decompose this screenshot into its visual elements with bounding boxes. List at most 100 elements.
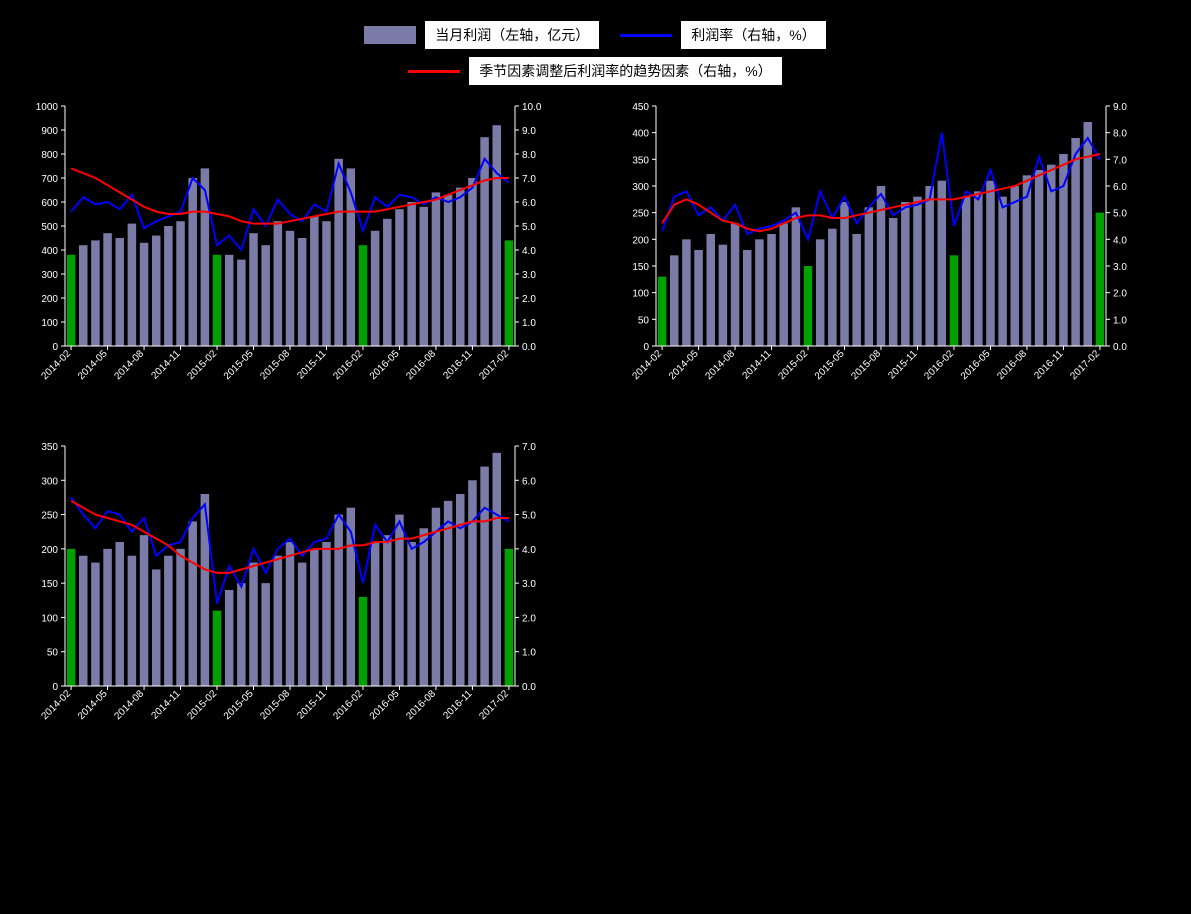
xtick-label: 2014-08: [112, 688, 146, 722]
bar: [432, 192, 441, 346]
xtick-label: 2015-02: [185, 348, 219, 382]
line-red: [71, 168, 509, 223]
xtick-label: 2016-08: [995, 348, 1029, 382]
ytick-right: 0.0: [1113, 342, 1127, 353]
xtick-label: 2014-11: [149, 348, 183, 382]
legend-item-line2: 季节因素调整后利润率的趋势因素（右轴，%）: [408, 56, 782, 86]
bar: [468, 480, 477, 686]
bar: [188, 521, 197, 686]
ytick-right: 6.0: [522, 476, 536, 487]
bar: [1059, 154, 1068, 346]
xtick-label: 2016-11: [1032, 348, 1066, 382]
xtick-label: 2014-02: [630, 348, 664, 382]
bar: [115, 542, 124, 686]
ytick-right: 9.0: [522, 126, 536, 137]
bar: [286, 542, 295, 686]
bar: [493, 453, 502, 686]
xtick-label: 2015-11: [295, 348, 329, 382]
ytick-right: 2.0: [1113, 289, 1127, 300]
xtick-label: 2014-11: [740, 348, 774, 382]
xtick-label: 2014-08: [112, 348, 146, 382]
bar: [152, 236, 161, 346]
bar: [791, 207, 800, 346]
ytick-left: 0: [52, 682, 58, 693]
ytick-right: 9.0: [1113, 102, 1127, 113]
chart-cell: 010020030040050060070080090010000.01.02.…: [20, 96, 581, 416]
ytick-left: 350: [632, 155, 649, 166]
ytick-left: 900: [41, 126, 58, 137]
bar: [334, 159, 343, 346]
ytick-right: 4.0: [522, 545, 536, 556]
ytick-right: 3.0: [522, 579, 536, 590]
xtick-label: 2016-05: [368, 688, 402, 722]
bar: [140, 243, 149, 346]
bar: [79, 245, 88, 346]
bar: [1034, 170, 1043, 346]
xtick-label: 2014-08: [703, 348, 737, 382]
bar: [371, 231, 380, 346]
bar: [480, 467, 489, 686]
ytick-right: 7.0: [1113, 155, 1127, 166]
bar: [888, 218, 897, 346]
bar: [188, 178, 197, 346]
bar: [456, 188, 465, 346]
ytick-right: 2.0: [522, 613, 536, 624]
ytick-left: 200: [41, 545, 58, 556]
ytick-right: 5.0: [522, 222, 536, 233]
legend-item-bar: 当月利润（左轴，亿元）: [364, 20, 600, 50]
ytick-right: 5.0: [522, 511, 536, 522]
bar: [779, 223, 788, 346]
bar: [152, 569, 161, 686]
bar: [937, 181, 946, 346]
bar: [718, 245, 727, 346]
ytick-right: 4.0: [1113, 235, 1127, 246]
bar: [742, 250, 751, 346]
bar: [803, 266, 812, 346]
ytick-left: 100: [632, 289, 649, 300]
bar: [274, 556, 283, 686]
bar: [310, 216, 319, 346]
bar: [925, 186, 934, 346]
bar: [91, 240, 100, 346]
bar: [657, 277, 666, 346]
bar: [767, 234, 776, 346]
ytick-right: 6.0: [1113, 182, 1127, 193]
bar: [261, 583, 270, 686]
ytick-left: 1000: [36, 102, 59, 113]
bar: [828, 229, 837, 346]
xtick-label: 2014-05: [76, 688, 110, 722]
bar: [274, 221, 283, 346]
bar: [249, 233, 258, 346]
ytick-right: 7.0: [522, 442, 536, 453]
ytick-right: 5.0: [1113, 209, 1127, 220]
charts-grid: 010020030040050060070080090010000.01.02.…: [20, 96, 1171, 756]
bar: [237, 583, 246, 686]
bar: [237, 260, 246, 346]
ytick-right: 7.0: [522, 174, 536, 185]
bar: [1022, 175, 1031, 346]
ytick-left: 50: [637, 315, 649, 326]
bar: [371, 542, 380, 686]
xtick-label: 2015-08: [258, 348, 292, 382]
bar: [420, 207, 429, 346]
bar: [298, 563, 307, 686]
bar: [480, 137, 489, 346]
xtick-label: 2016-11: [441, 348, 475, 382]
ytick-right: 8.0: [1113, 129, 1127, 140]
bar: [505, 549, 514, 686]
xtick-label: 2015-02: [776, 348, 810, 382]
xtick-label: 2016-08: [404, 688, 438, 722]
legend-swatch-bar: [364, 26, 416, 44]
xtick-label: 2017-02: [1068, 348, 1102, 382]
ytick-left: 300: [41, 270, 58, 281]
bar: [949, 255, 958, 346]
bar: [974, 191, 983, 346]
legend-label-line2: 季节因素调整后利润率的趋势因素（右轴，%）: [468, 56, 782, 86]
bar: [322, 542, 331, 686]
xtick-label: 2015-08: [258, 688, 292, 722]
xtick-label: 2014-05: [76, 348, 110, 382]
bar: [395, 209, 404, 346]
ytick-left: 700: [41, 174, 58, 185]
ytick-left: 800: [41, 150, 58, 161]
ytick-right: 0.0: [522, 342, 536, 353]
